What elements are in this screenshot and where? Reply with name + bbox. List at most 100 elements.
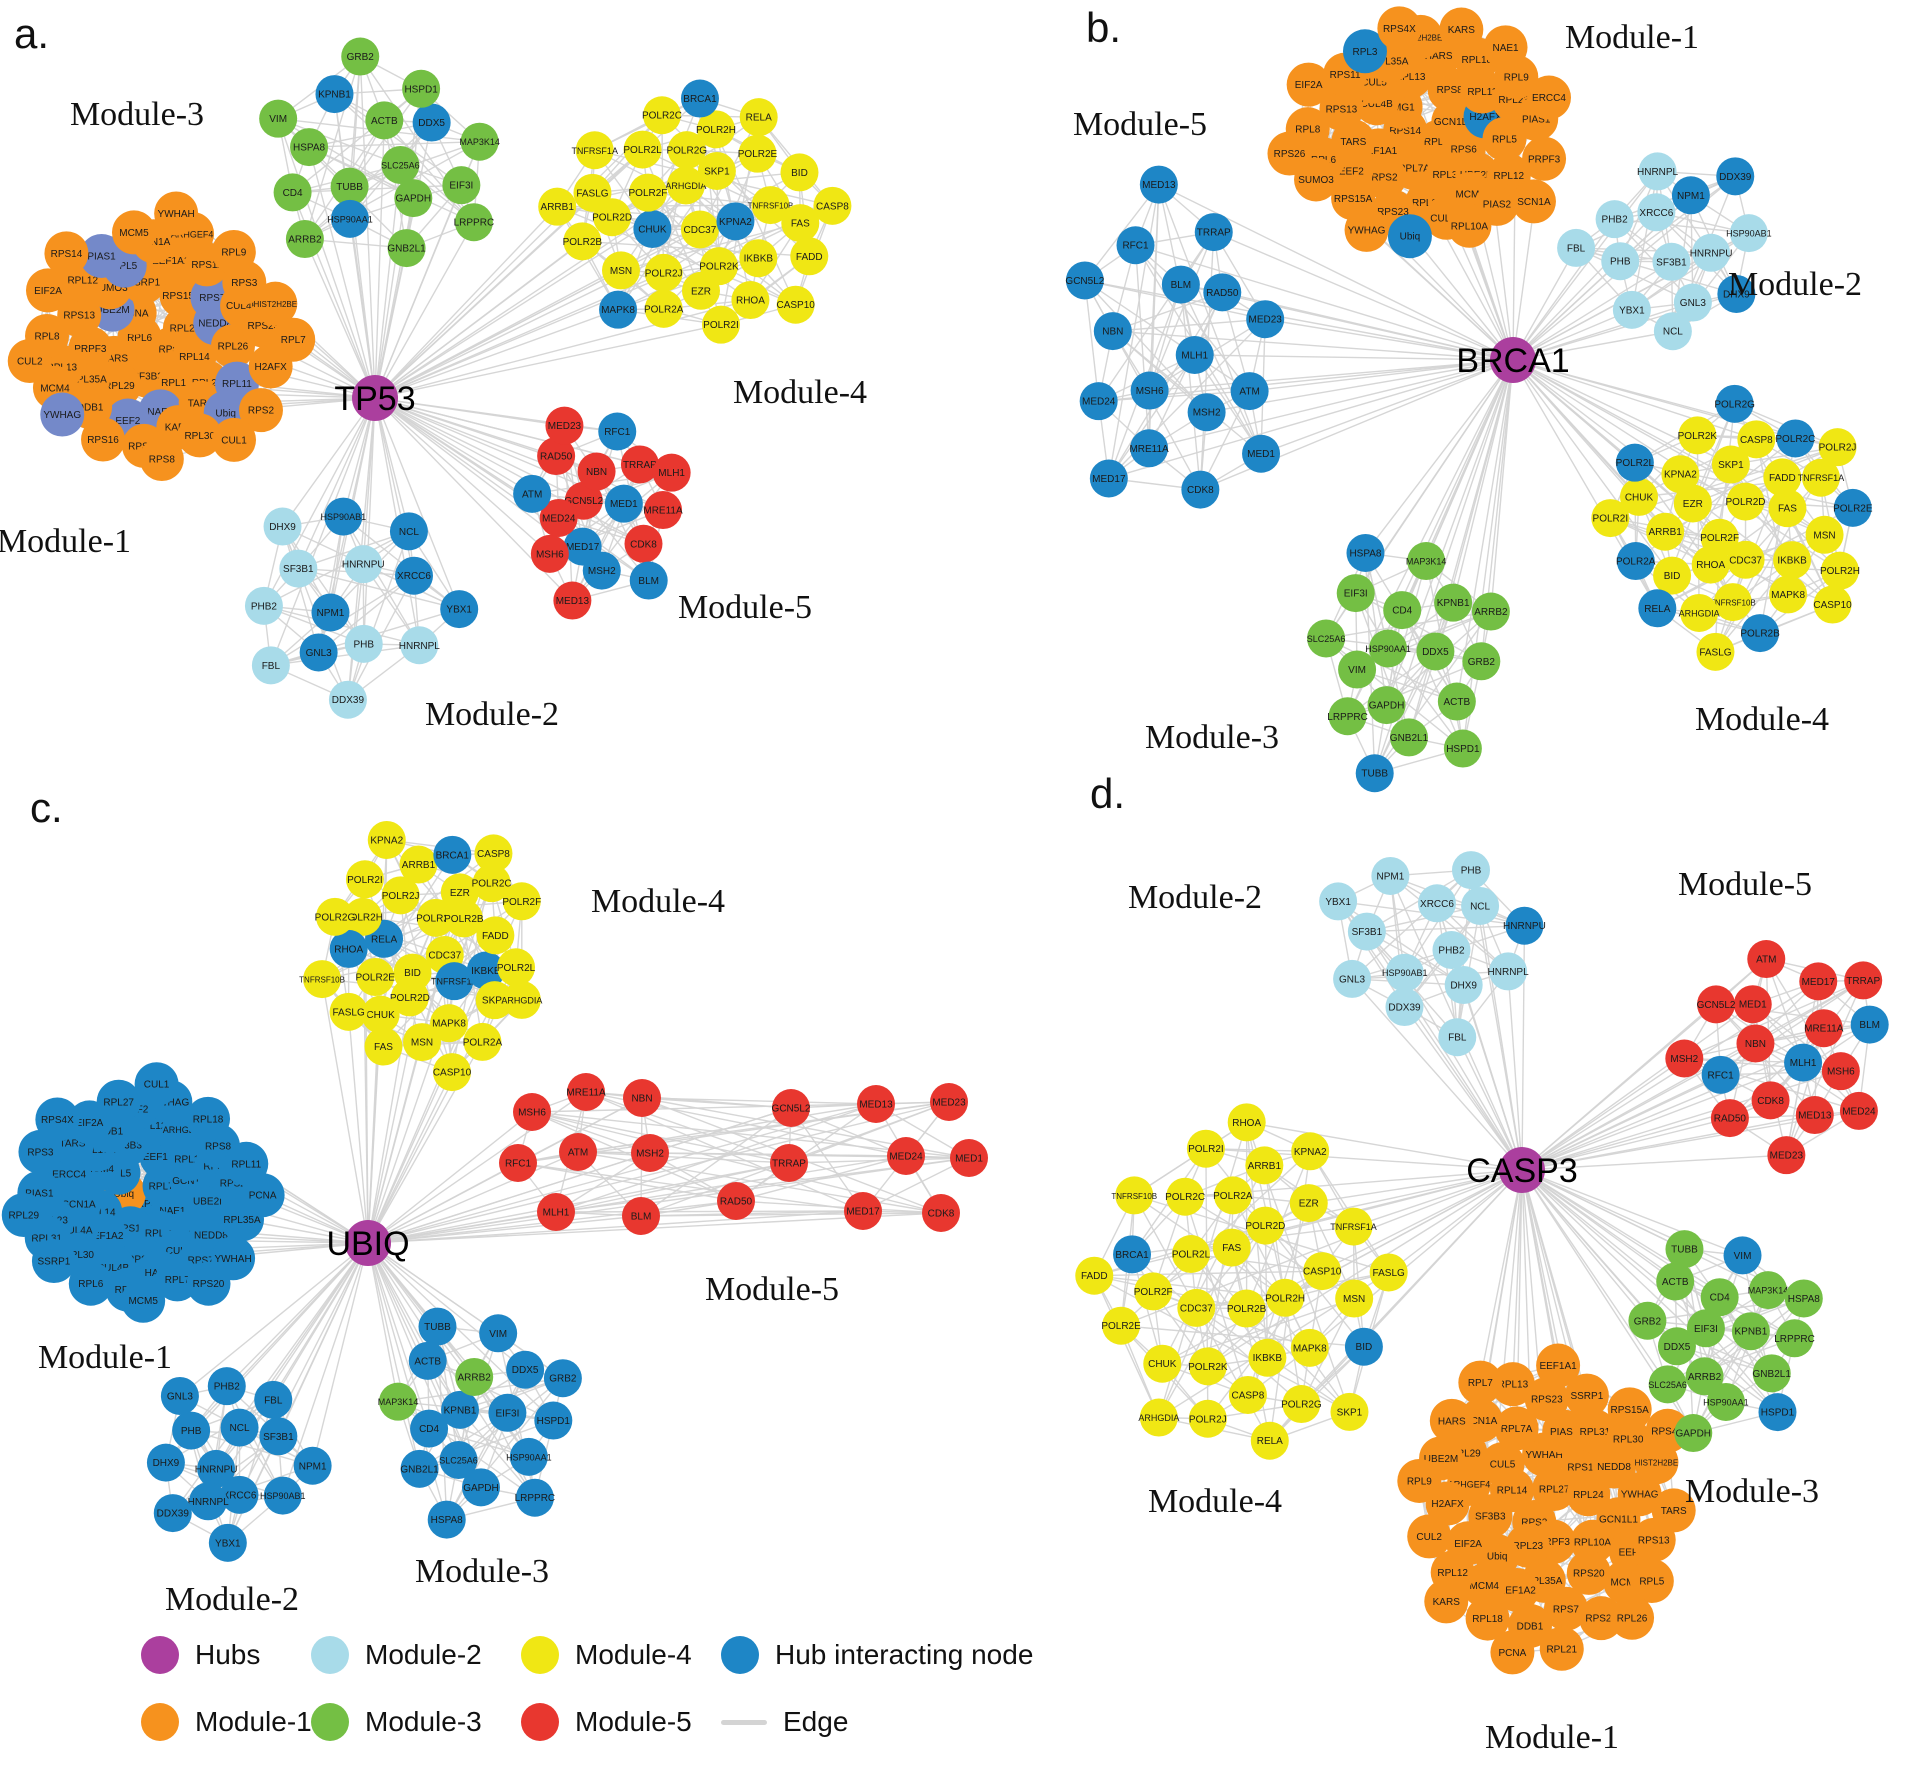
node-GRB2: GRB2 bbox=[1462, 642, 1501, 681]
node-MSH2: MSH2 bbox=[1665, 1039, 1704, 1078]
node-RPS16: RPS16 bbox=[81, 417, 126, 462]
node-RHOA: RHOA bbox=[731, 281, 770, 320]
node-RPS26: RPS26 bbox=[1267, 131, 1312, 176]
node-MAP3K14: MAP3K14 bbox=[378, 1382, 418, 1421]
node-SF3B1: SF3B1 bbox=[1347, 912, 1386, 951]
module-caption-module-4: Module-4 bbox=[1695, 701, 1829, 738]
node-NAE1: NAE1 bbox=[1483, 25, 1528, 70]
node-EZR: EZR bbox=[1289, 1184, 1328, 1223]
panel-a-nodes: SLC25A6TUBBACTBGAPDHHSPA8DDX5HSP90AA1KPN… bbox=[0, 10, 867, 733]
node-FASLG: FASLG bbox=[1696, 632, 1735, 671]
node-HNRNPU: HNRNPU bbox=[342, 545, 385, 584]
node-NCL: NCL bbox=[220, 1408, 259, 1447]
node-MSN: MSN bbox=[601, 251, 640, 290]
node-GAPDH: GAPDH bbox=[1674, 1414, 1713, 1453]
node-ATM: ATM bbox=[1230, 372, 1269, 411]
node-TUBB: TUBB bbox=[1355, 754, 1394, 793]
node-XRCC6: XRCC6 bbox=[1637, 193, 1676, 232]
node-CASP10: CASP10 bbox=[1303, 1252, 1342, 1291]
node-MRE11A: MRE11A bbox=[566, 1073, 606, 1111]
node-BLM: BLM bbox=[622, 1197, 660, 1235]
node-MCM5: MCM5 bbox=[121, 1278, 166, 1323]
node-MED17: MED17 bbox=[1799, 962, 1838, 1001]
node-ARHGDIA: ARHGDIA bbox=[1138, 1398, 1179, 1437]
node-MSH6: MSH6 bbox=[1821, 1052, 1860, 1091]
node-HARS: HARS bbox=[1429, 1398, 1474, 1443]
node-NCL: NCL bbox=[389, 512, 428, 551]
node-LRPPRC: LRPPRC bbox=[1327, 697, 1368, 736]
node-NPM1: NPM1 bbox=[293, 1446, 332, 1485]
node-PHB: PHB bbox=[1601, 242, 1640, 281]
node-HSPA8: HSPA8 bbox=[290, 128, 329, 167]
node-POLR2I: POLR2I bbox=[1591, 499, 1630, 538]
node-FASLG: FASLG bbox=[573, 173, 612, 212]
node-MAPK8: MAPK8 bbox=[1290, 1328, 1329, 1367]
node-KPNA2: KPNA2 bbox=[716, 202, 755, 241]
node-TUBB: TUBB bbox=[1665, 1230, 1704, 1269]
node-ACTB: ACTB bbox=[408, 1341, 447, 1380]
node-SLC25A6: SLC25A6 bbox=[1307, 619, 1345, 658]
node-MED1: MED1 bbox=[1733, 985, 1772, 1024]
node-CUL1: CUL1 bbox=[212, 417, 257, 462]
node-DDX39: DDX39 bbox=[1385, 988, 1424, 1027]
node-CDC37: CDC37 bbox=[1726, 540, 1765, 579]
node-YBX1: YBX1 bbox=[440, 590, 479, 629]
node-GAPDH: GAPDH bbox=[1367, 686, 1406, 725]
node-KPNA2: KPNA2 bbox=[1291, 1132, 1330, 1171]
node-RELA: RELA bbox=[739, 98, 778, 137]
node-RPL6: RPL6 bbox=[68, 1261, 113, 1306]
hub-label: BRCA1 bbox=[1456, 342, 1569, 380]
node-YWHAG: YWHAG bbox=[40, 392, 85, 437]
node-MED24: MED24 bbox=[887, 1137, 925, 1175]
node-ARHGDIA: ARHGDIA bbox=[1679, 593, 1720, 632]
node-RPS15A: RPS15A bbox=[1607, 1387, 1652, 1432]
module-caption-module-4: Module-4 bbox=[1148, 1483, 1282, 1520]
module-caption-module-3: Module-3 bbox=[70, 96, 204, 133]
node-DDX5: DDX5 bbox=[506, 1350, 545, 1389]
node-MED24: MED24 bbox=[1079, 382, 1118, 421]
node-ARRB1: ARRB1 bbox=[1646, 512, 1685, 551]
node-SLC25A6: SLC25A6 bbox=[381, 146, 420, 184]
node-MAP3K14: MAP3K14 bbox=[1406, 542, 1446, 581]
node-CASP8: CASP8 bbox=[474, 834, 513, 873]
module-caption-module-2: Module-2 bbox=[1128, 879, 1262, 916]
node-ARRB1: ARRB1 bbox=[399, 845, 438, 884]
node-FAS: FAS bbox=[781, 204, 820, 243]
node-NCL: NCL bbox=[1461, 886, 1500, 925]
node-MED23: MED23 bbox=[545, 406, 584, 445]
node-FASLG: FASLG bbox=[329, 992, 368, 1031]
node-DDX5: DDX5 bbox=[1416, 632, 1455, 671]
module-caption-module-2: Module-2 bbox=[1728, 266, 1862, 303]
node-MSN: MSN bbox=[1805, 515, 1844, 554]
node-DDX5: DDX5 bbox=[1657, 1327, 1696, 1366]
node-RPL21: RPL21 bbox=[1539, 1626, 1584, 1671]
node-DDX5: DDX5 bbox=[412, 103, 451, 142]
node-FBL: FBL bbox=[1557, 228, 1596, 267]
node-GNL3: GNL3 bbox=[1333, 959, 1372, 998]
node-RPL9: RPL9 bbox=[211, 229, 256, 274]
node-EEF1A1: EEF1A1 bbox=[1536, 1343, 1581, 1388]
node-IKBKB: IKBKB bbox=[1248, 1338, 1287, 1377]
node-FBL: FBL bbox=[1438, 1018, 1477, 1057]
node-MRE11A: MRE11A bbox=[643, 491, 683, 530]
node-TRRAP: TRRAP bbox=[1194, 213, 1233, 252]
node-ATM: ATM bbox=[559, 1133, 597, 1171]
node-TNFRSF1A: TNFRSF1A bbox=[1330, 1207, 1377, 1246]
node-MED13: MED13 bbox=[1795, 1096, 1834, 1135]
node-NBN: NBN bbox=[1736, 1024, 1775, 1063]
module-caption-module-1: Module-1 bbox=[1485, 1719, 1619, 1756]
node-NPM1: NPM1 bbox=[1371, 856, 1410, 895]
node-FAS: FAS bbox=[1212, 1228, 1251, 1267]
node-RFC1: RFC1 bbox=[1701, 1055, 1740, 1094]
node-ARRB1: ARRB1 bbox=[1245, 1146, 1284, 1185]
node-HSPD1: HSPD1 bbox=[1758, 1393, 1797, 1432]
node-CD4: CD4 bbox=[1700, 1278, 1739, 1317]
node-MLH1: MLH1 bbox=[652, 453, 691, 492]
node-CDK8: CDK8 bbox=[922, 1194, 960, 1232]
node-DDX39: DDX39 bbox=[328, 680, 367, 719]
node-XRCC6: XRCC6 bbox=[395, 556, 434, 595]
hub-UBIQ: UBIQ bbox=[326, 1220, 410, 1266]
node-RPL18: RPL18 bbox=[186, 1096, 231, 1141]
node-RAD50: RAD50 bbox=[1203, 273, 1242, 312]
